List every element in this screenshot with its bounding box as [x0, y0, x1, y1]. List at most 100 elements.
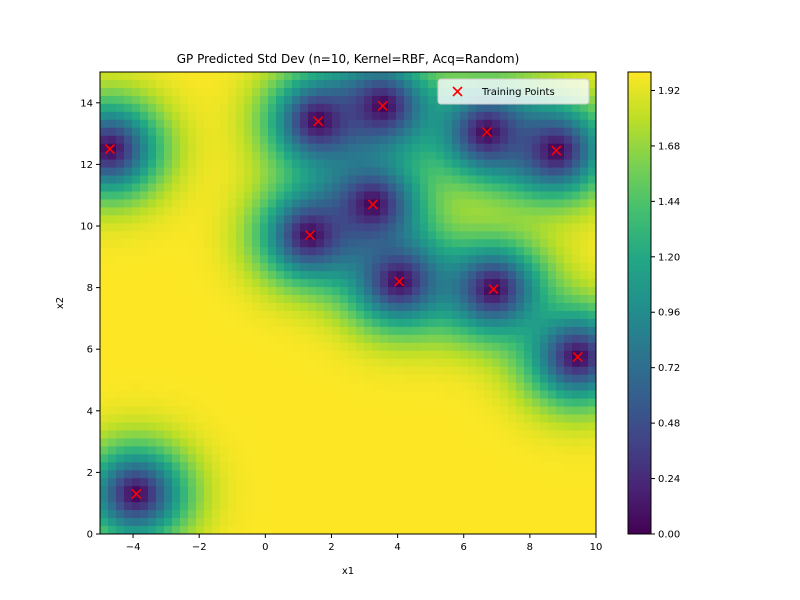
heatmap-cell: [420, 231, 429, 240]
heatmap-cell: [228, 127, 237, 137]
heatmap-cell: [468, 406, 477, 416]
heatmap-cell: [308, 310, 317, 320]
heatmap-cell: [132, 199, 141, 209]
heatmap-cell: [404, 350, 413, 360]
heatmap-cell: [140, 318, 149, 328]
heatmap-cell: [436, 215, 445, 224]
heatmap-cell: [364, 326, 373, 336]
heatmap-cell: [260, 334, 269, 344]
heatmap-cell: [388, 462, 397, 471]
heatmap-cell: [252, 175, 261, 185]
heatmap-cell: [340, 79, 349, 89]
heatmap-cell: [244, 191, 253, 201]
heatmap-cell: [380, 215, 389, 224]
heatmap-cell: [108, 494, 117, 503]
heatmap-cell: [132, 119, 141, 129]
heatmap-cell: [228, 119, 237, 129]
heatmap-cell: [292, 358, 301, 368]
heatmap-cell: [316, 470, 325, 479]
heatmap-cell: [484, 510, 493, 519]
heatmap-cell: [372, 103, 381, 113]
heatmap-cell: [276, 199, 285, 209]
heatmap-cell: [540, 398, 549, 408]
heatmap-cell: [196, 215, 205, 224]
heatmap-cell: [428, 358, 437, 368]
heatmap-cell: [476, 478, 485, 487]
heatmap-cell: [444, 159, 453, 169]
heatmap-cell: [372, 414, 381, 424]
heatmap-cell: [268, 287, 277, 296]
heatmap-cell: [188, 263, 197, 272]
heatmap-cell: [540, 414, 549, 424]
heatmap-cell: [500, 207, 509, 216]
heatmap-cell: [580, 358, 589, 368]
heatmap-cell: [100, 502, 109, 511]
heatmap-cell: [436, 151, 445, 161]
heatmap-cell: [396, 295, 405, 304]
heatmap-cell: [508, 263, 517, 272]
heatmap-cell: [164, 135, 173, 145]
heatmap-cell: [516, 143, 525, 153]
heatmap-cell: [188, 79, 197, 89]
heatmap-cell: [260, 486, 269, 495]
heatmap-cell: [124, 143, 133, 153]
heatmap-cell: [292, 231, 301, 240]
heatmap-cell: [324, 135, 333, 145]
heatmap-cell: [324, 175, 333, 185]
heatmap-cell: [140, 215, 149, 224]
heatmap-cell: [172, 382, 181, 392]
heatmap-cell: [356, 255, 365, 264]
heatmap-cell: [180, 510, 189, 519]
heatmap-cell: [308, 414, 317, 424]
heatmap-cell: [532, 430, 541, 440]
heatmap-cell: [116, 430, 125, 440]
heatmap-cell: [532, 422, 541, 432]
heatmap-cell: [268, 223, 277, 232]
heatmap-cell: [172, 438, 181, 447]
heatmap-cell: [108, 72, 117, 81]
heatmap-cell: [356, 446, 365, 455]
heatmap-cell: [204, 215, 213, 224]
heatmap-cell: [492, 183, 501, 193]
heatmap-cell: [260, 223, 269, 232]
heatmap-cell: [284, 318, 293, 328]
heatmap-cell: [508, 510, 517, 519]
heatmap-cell: [572, 502, 581, 511]
heatmap-cell: [340, 247, 349, 256]
heatmap-cell: [140, 191, 149, 201]
heatmap-cell: [452, 422, 461, 432]
heatmap-cell: [252, 350, 261, 360]
heatmap-cell: [540, 151, 549, 161]
heatmap-cell: [468, 72, 477, 81]
heatmap-cell: [580, 255, 589, 264]
heatmap-cell: [428, 446, 437, 455]
heatmap-cell: [340, 135, 349, 145]
heatmap-cell: [492, 406, 501, 416]
heatmap-cell: [164, 414, 173, 424]
heatmap-cell: [132, 326, 141, 336]
heatmap-cell: [396, 486, 405, 495]
heatmap-cell: [348, 430, 357, 440]
heatmap-cell: [252, 478, 261, 487]
heatmap-cell: [340, 215, 349, 224]
heatmap-cell: [148, 303, 157, 312]
heatmap-cell: [556, 199, 565, 209]
heatmap-cell: [532, 135, 541, 145]
heatmap-cell: [420, 342, 429, 352]
heatmap-cell: [332, 279, 341, 288]
heatmap-cell: [460, 382, 469, 392]
heatmap-cell: [492, 303, 501, 312]
heatmap-cell: [500, 247, 509, 256]
heatmap-cell: [124, 287, 133, 296]
heatmap-cell: [156, 127, 165, 137]
heatmap-cell: [492, 454, 501, 463]
heatmap-cell: [540, 183, 549, 193]
heatmap-cell: [436, 350, 445, 360]
heatmap-cell: [452, 255, 461, 264]
heatmap-cell: [556, 510, 565, 519]
heatmap-cell: [180, 486, 189, 495]
heatmap-cell: [484, 191, 493, 201]
heatmap-cell: [292, 207, 301, 216]
heatmap-cell: [132, 414, 141, 424]
heatmap-cell: [148, 151, 157, 161]
